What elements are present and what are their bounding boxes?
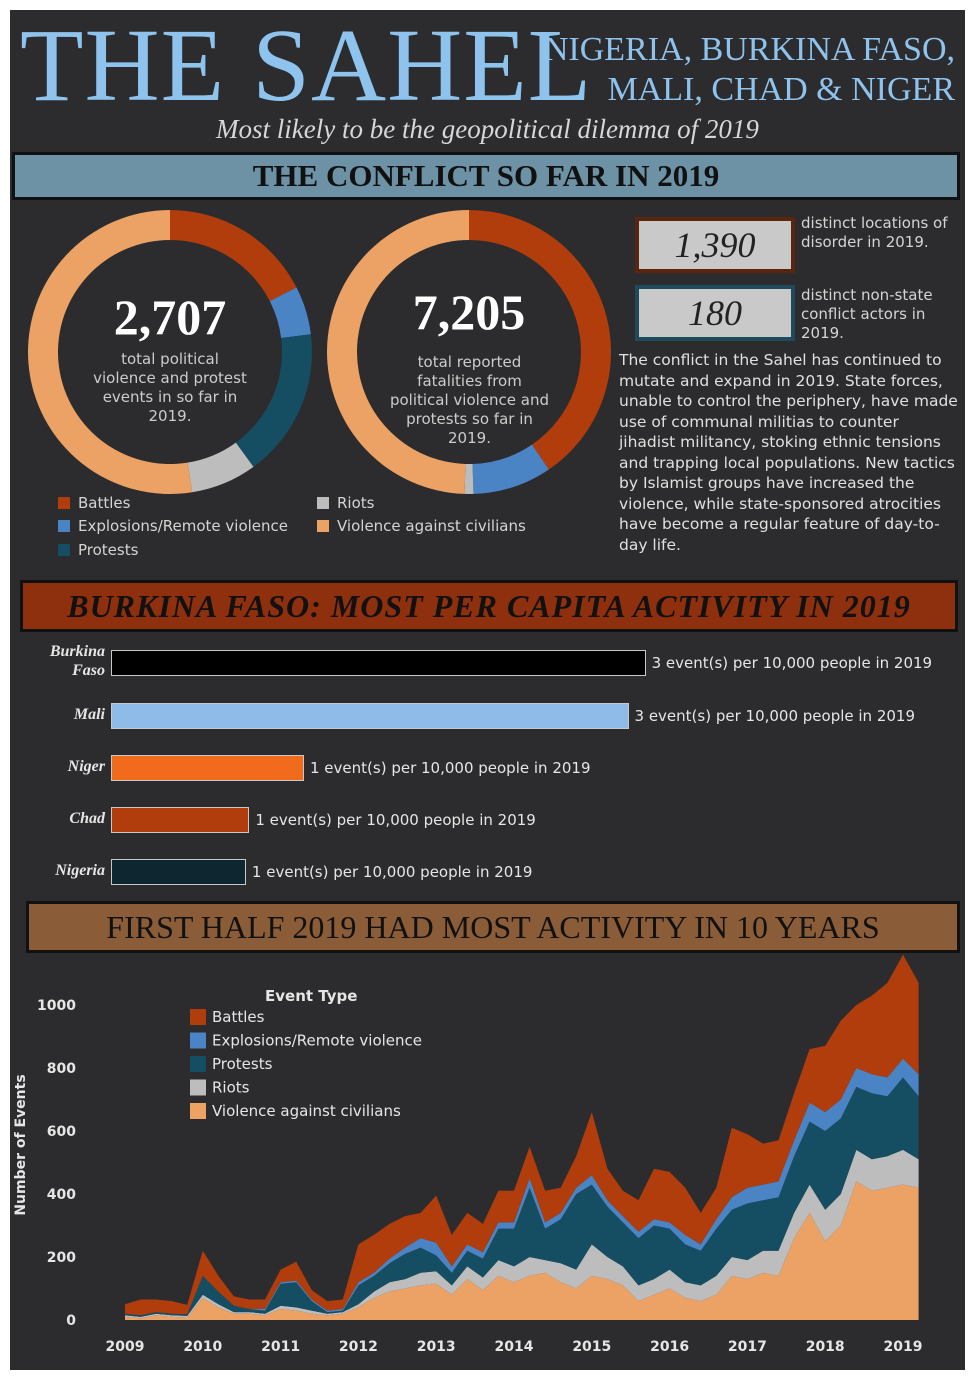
legend-item-battles: Battles: [58, 494, 130, 512]
bar-mali: [111, 703, 629, 729]
donut1-slice-vac: [27, 210, 193, 494]
explosions-swatch: [58, 520, 70, 532]
events-area-chart: 0 200 400 600 800 1000 2009 2010 2011 2012 2013 201…: [13, 955, 923, 1355]
area-legend-swatch-4: [190, 1103, 206, 1119]
events-total: 2,707: [113, 289, 227, 345]
section-banner-burkina: BURKINA FASO: MOST PER CAPITA ACTIVITY I…: [20, 580, 958, 632]
bar-value-mali: 3 event(s) per 10,000 people in 2019: [634, 707, 916, 725]
donut-fatalities: [326, 210, 611, 494]
area-legend-label-1: Explosions/Remote violence: [212, 1032, 422, 1050]
y-tick-600: 600: [47, 1124, 76, 1140]
actors-stat: 180: [635, 285, 795, 341]
bar-label-nigeria: Nigeria: [55, 862, 105, 879]
donut-events: [27, 210, 312, 494]
area-legend-swatch-0: [190, 1009, 206, 1025]
donut1-slice-protests: [235, 334, 312, 467]
donut-charts: [27, 210, 611, 494]
protests-swatch: [58, 544, 70, 556]
area-legend-swatch-2: [190, 1056, 206, 1072]
x-tick-2018: 2018: [806, 1339, 845, 1355]
y-tick-400: 400: [47, 1187, 76, 1203]
countries-line-1: NIGERIA, BURKINA FASO,: [543, 31, 955, 68]
locations-caption: distinct locations of disorder in 2019.: [801, 214, 948, 251]
bar-label-niger: Niger: [67, 758, 105, 775]
donut2-slice-explosions: [472, 444, 549, 494]
area-legend-label-3: Riots: [212, 1079, 250, 1097]
donut2-slice-battles: [469, 210, 611, 470]
area-series-explosions-remote-violence: [125, 1058, 919, 1316]
bar-value-chad: 1 event(s) per 10,000 people in 2019: [255, 811, 536, 829]
bar-nigeria: [111, 859, 246, 885]
area-legend-swatch-3: [190, 1079, 206, 1096]
x-tick-2010: 2010: [183, 1339, 222, 1355]
bar-chad: [111, 807, 250, 833]
summary-paragraph: The conflict in the Sahel has continued …: [619, 351, 958, 554]
actors-caption: distinct non-state conflict actors in 20…: [801, 286, 933, 342]
x-tick-2009: 2009: [106, 1339, 145, 1355]
legend-item-riots: Riots: [317, 494, 374, 512]
y-tick-0: 0: [66, 1313, 76, 1329]
area-legend-label-4: Violence against civilians: [212, 1102, 401, 1120]
fatalities-caption: total reported fatalities from political…: [389, 353, 550, 447]
y-axis-label: Number of Events: [13, 1074, 29, 1215]
legend-item-protests: Protests: [58, 541, 138, 559]
vac-swatch: [317, 520, 329, 532]
donut1-slice-riots: [187, 442, 254, 493]
area-series-protests: [125, 1077, 919, 1317]
bar-value-niger: 1 event(s) per 10,000 people in 2019: [310, 759, 591, 777]
x-tick-2011: 2011: [261, 1339, 300, 1355]
bar-label-mali: Mali: [73, 706, 105, 723]
bar-label-burkina-faso: Burkina Faso: [49, 643, 105, 679]
locations-stat: 1,390: [635, 217, 795, 273]
area-legend-label-0: Battles: [212, 1008, 265, 1026]
legend-title: Event Type: [265, 987, 357, 1005]
bar-niger: [111, 755, 304, 781]
x-tick-2016: 2016: [650, 1339, 689, 1355]
bar-label-chad: Chad: [69, 810, 105, 827]
legend-item-explosions: Explosions/Remote violence: [58, 517, 288, 535]
infographic: THE SAHEL NIGERIA, BURKINA FASO, MALI, C…: [10, 10, 965, 1370]
countries-heading: NIGERIA, BURKINA FASO, MALI, CHAD & NIGE…: [544, 30, 955, 110]
tagline: Most likely to be the geopolitical dilem…: [216, 114, 759, 144]
donut2-slice-vac: [326, 210, 469, 494]
donut2-slice-riots: [464, 463, 474, 494]
events-caption: total political violence and protest eve…: [93, 350, 247, 425]
area-series-violence-against-civilians: [125, 1181, 919, 1320]
donut1-slice-battles: [170, 210, 297, 302]
riots-swatch: [317, 497, 329, 509]
area-series-riots: [125, 1149, 919, 1319]
area-legend-swatch-1: [190, 1032, 206, 1049]
donut1-slice-explosions: [269, 287, 311, 338]
x-tick-2017: 2017: [728, 1339, 767, 1355]
x-tick-2019: 2019: [884, 1339, 923, 1355]
x-tick-2014: 2014: [495, 1339, 534, 1355]
y-tick-200: 200: [47, 1250, 76, 1266]
bar-value-nigeria: 1 event(s) per 10,000 people in 2019: [251, 863, 533, 881]
y-tick-1000: 1000: [37, 998, 76, 1014]
area-legend-label-2: Protests: [212, 1055, 273, 1073]
fatalities-total: 7,205: [412, 284, 526, 340]
main-title: THE SAHEL: [20, 8, 593, 123]
legend-item-vac: Violence against civilians: [317, 517, 526, 535]
x-tick-2015: 2015: [572, 1339, 611, 1355]
x-tick-2013: 2013: [417, 1339, 456, 1355]
y-tick-800: 800: [47, 1061, 76, 1077]
bar-value-burkina-faso: 3 event(s) per 10,000 people in 2019: [651, 654, 933, 672]
bar-burkina-faso: [111, 650, 646, 676]
section-banner-activity: FIRST HALF 2019 HAD MOST ACTIVITY IN 10 …: [26, 901, 960, 953]
area-legend: Battles Explosions/Remote violence Protest…: [190, 1008, 422, 1120]
countries-line-2: MALI, CHAD & NIGER: [607, 71, 955, 108]
battles-swatch: [58, 497, 70, 509]
section-banner-conflict: THE CONFLICT SO FAR IN 2019: [12, 152, 960, 200]
x-tick-2012: 2012: [339, 1339, 378, 1355]
